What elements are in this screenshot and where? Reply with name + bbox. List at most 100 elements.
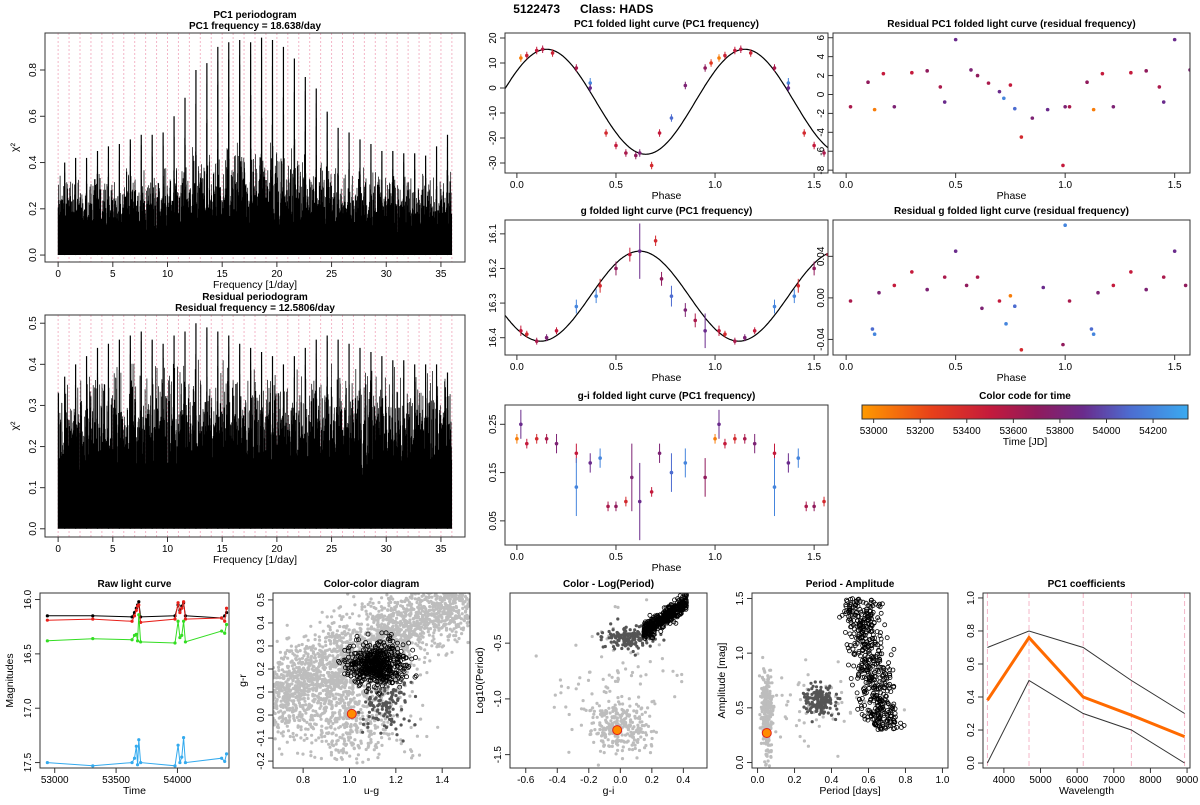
plot-area xyxy=(505,46,828,170)
other-class-point xyxy=(383,724,386,727)
background-point xyxy=(391,732,394,735)
background-point xyxy=(390,607,393,610)
data-point xyxy=(877,291,881,295)
background-point xyxy=(431,635,434,638)
other-class-point xyxy=(362,718,365,721)
y-tick-label: -0.5 xyxy=(493,634,504,652)
background-point xyxy=(307,675,310,678)
background-point xyxy=(570,728,573,731)
background-point xyxy=(327,632,330,635)
background-point xyxy=(452,587,455,590)
series-point xyxy=(136,639,139,642)
background-point xyxy=(361,704,364,707)
background-point xyxy=(379,616,382,619)
background-point xyxy=(303,719,306,722)
x-axis-label: g-i xyxy=(603,785,615,797)
data-point xyxy=(630,476,634,480)
background-point xyxy=(460,627,463,630)
other-class-point xyxy=(383,704,386,707)
chart-title: Period - Amplitude xyxy=(806,579,895,590)
background-point xyxy=(439,588,442,591)
data-point xyxy=(1162,100,1166,104)
data-point xyxy=(1184,284,1188,288)
background-point xyxy=(327,731,330,734)
background-point xyxy=(383,615,386,618)
y-tick-label: -2 xyxy=(816,109,827,118)
background-point xyxy=(301,705,304,708)
background-point xyxy=(442,586,445,589)
background-point xyxy=(419,601,422,604)
background-point xyxy=(359,717,362,720)
background-point xyxy=(454,634,457,637)
other-class-point xyxy=(374,717,377,720)
background-point xyxy=(427,622,430,625)
other-class-point xyxy=(414,695,417,698)
plot-frame xyxy=(505,405,828,545)
background-point xyxy=(286,649,289,652)
data-point xyxy=(670,471,674,475)
background-point xyxy=(310,655,313,658)
background-point xyxy=(433,629,436,632)
background-point xyxy=(462,601,465,604)
background-point xyxy=(448,582,451,585)
other-class-point xyxy=(386,692,389,695)
other-class-point xyxy=(634,633,637,636)
background-point xyxy=(637,717,640,720)
background-point xyxy=(467,576,470,579)
background-point xyxy=(395,605,398,608)
data-point xyxy=(743,336,747,340)
background-point xyxy=(446,587,449,590)
data-point xyxy=(670,116,674,120)
series-point xyxy=(178,611,181,614)
other-class-point xyxy=(614,636,617,639)
data-point xyxy=(624,151,628,155)
data-point xyxy=(723,332,727,336)
chart-title: Residual g folded light curve (residual … xyxy=(894,206,1129,217)
background-point xyxy=(348,686,351,689)
background-point xyxy=(285,671,288,674)
background-point xyxy=(455,593,458,596)
background-point xyxy=(275,676,278,679)
other-class-point xyxy=(390,720,393,723)
y-tick-label: -0.1 xyxy=(256,729,267,747)
x-tick-label: 1.4 xyxy=(435,775,449,786)
background-point xyxy=(300,674,303,677)
data-point xyxy=(939,85,943,89)
background-point xyxy=(620,695,623,698)
background-point xyxy=(442,584,445,587)
background-point xyxy=(403,572,406,575)
background-point xyxy=(582,708,585,711)
data-point xyxy=(575,485,579,489)
background-point xyxy=(588,709,591,712)
background-point xyxy=(465,561,468,564)
series-point xyxy=(130,620,133,623)
background-point xyxy=(398,627,401,630)
background-point xyxy=(459,579,462,582)
background-point xyxy=(366,623,369,626)
background-point xyxy=(293,738,296,741)
background-point xyxy=(428,596,431,599)
background-point xyxy=(606,686,609,689)
background-point xyxy=(614,605,617,608)
data-point xyxy=(535,437,539,441)
y-tick-label: 6 xyxy=(816,35,827,41)
data-point xyxy=(893,105,897,109)
background-point xyxy=(611,745,614,748)
background-point xyxy=(294,685,297,688)
background-point xyxy=(465,577,468,580)
background-point xyxy=(447,615,450,618)
background-point xyxy=(345,613,348,616)
background-point xyxy=(308,706,311,709)
background-point xyxy=(422,632,425,635)
other-class-point xyxy=(632,650,635,653)
y-tick-label: 0.5 xyxy=(28,316,39,330)
background-point xyxy=(442,585,445,588)
data-point xyxy=(822,500,826,504)
background-point xyxy=(276,691,279,694)
background-point xyxy=(463,567,466,570)
background-point xyxy=(399,604,402,607)
background-point xyxy=(309,672,312,675)
background-point xyxy=(438,585,441,588)
background-point xyxy=(340,616,343,619)
